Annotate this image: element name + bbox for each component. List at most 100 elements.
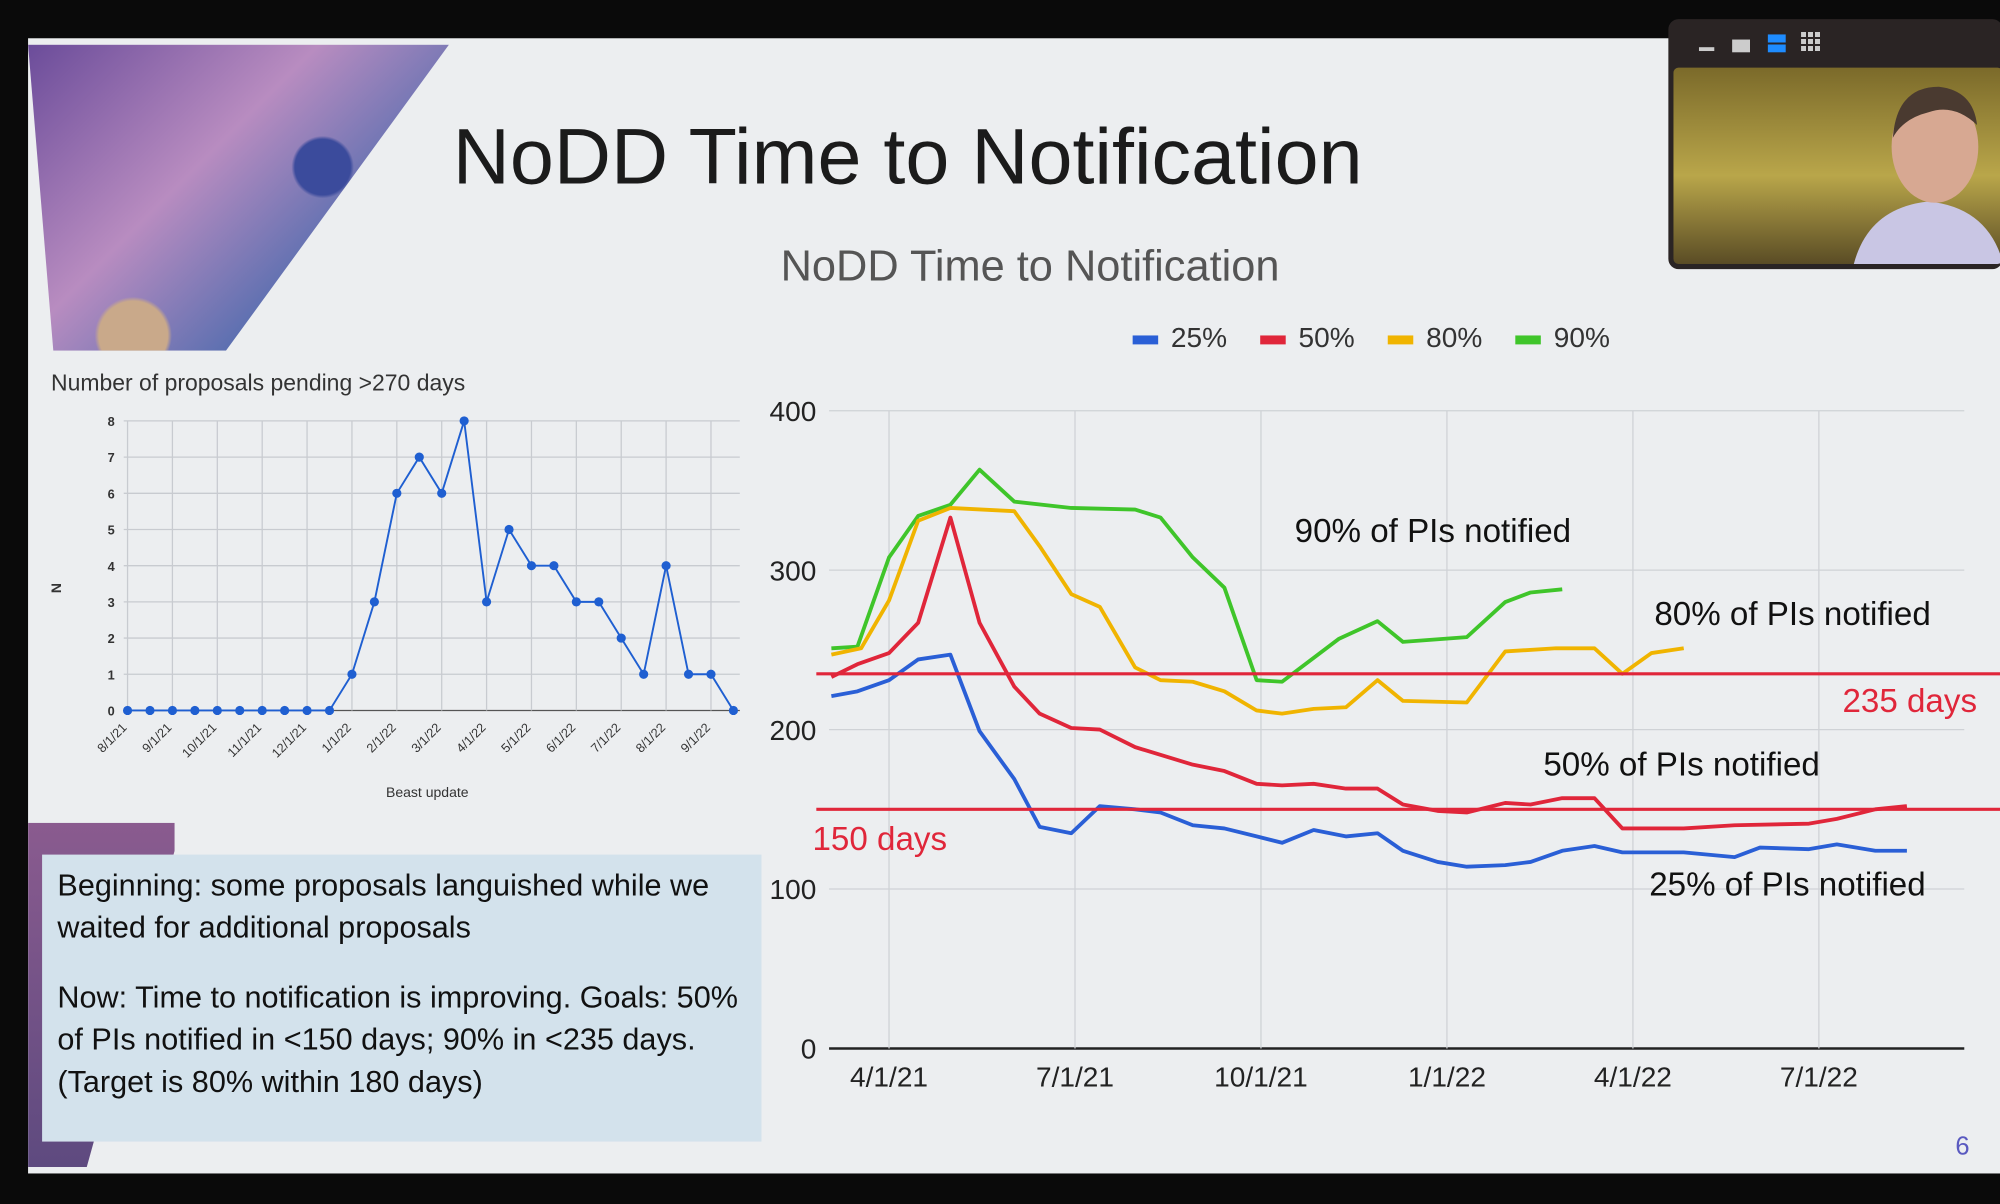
data-point xyxy=(459,416,469,426)
data-point xyxy=(481,597,492,607)
data-point xyxy=(369,597,379,607)
y-tick-label: 0 xyxy=(801,1034,817,1065)
notes-beginning: Beginning: some proposals languished whi… xyxy=(57,868,710,946)
x-tick-label: 4/1/22 xyxy=(453,720,489,756)
legend-label: 90% xyxy=(1553,321,1610,354)
y-axis-label: N xyxy=(48,583,64,593)
legend-item: 90% xyxy=(1515,321,1610,354)
series-annotation: 80% of PIs notified xyxy=(1654,596,1930,633)
data-point xyxy=(594,597,604,607)
y-tick-label: 3 xyxy=(108,595,115,610)
data-point xyxy=(167,705,178,716)
data-point xyxy=(437,488,447,498)
data-point xyxy=(661,561,671,571)
data-point xyxy=(347,669,357,679)
reference-label: 235 days xyxy=(1842,683,1977,720)
x-tick-label: 7/1/21 xyxy=(1036,1062,1114,1093)
data-point xyxy=(549,561,559,571)
data-point xyxy=(280,705,290,716)
y-tick-label: 6 xyxy=(108,486,115,501)
chart-legend: 25% 50% 80% 90% xyxy=(1132,321,1610,354)
x-tick-label: 1/1/22 xyxy=(1408,1062,1486,1093)
x-tick-label: 11/1/21 xyxy=(224,720,264,760)
time-to-notification-chart: 0 100 200 300 400 4/1/21 7/1/21 10/1/21 1/1/22 4/… xyxy=(770,396,2000,1093)
x-tick-label: 8/1/22 xyxy=(633,720,669,756)
minimize-icon[interactable] xyxy=(1698,47,1715,52)
x-tick-label: 9/1/21 xyxy=(139,720,175,756)
right-chart-title: NoDD Time to Notification xyxy=(780,242,1280,291)
data-point xyxy=(235,705,245,716)
series-annotation: 25% of PIs notified xyxy=(1649,866,1925,903)
notes-now: Now: Time to notification is improving. … xyxy=(57,980,738,1100)
y-tick-label: 300 xyxy=(770,555,817,586)
x-tick-label: 7/1/22 xyxy=(588,720,624,756)
x-tick-label: 8/1/21 xyxy=(94,720,130,756)
data-point xyxy=(571,597,581,607)
single-view-icon[interactable] xyxy=(1732,39,1750,53)
x-tick-label: 6/1/22 xyxy=(543,720,579,756)
y-tick-label: 7 xyxy=(108,450,115,465)
data-point xyxy=(639,669,649,679)
x-tick-label: 12/1/21 xyxy=(268,720,309,761)
y-tick-label: 100 xyxy=(770,874,817,905)
legend-item: 50% xyxy=(1260,321,1355,354)
page-number: 6 xyxy=(1955,1132,1970,1161)
legend-label: 50% xyxy=(1298,321,1355,354)
data-point xyxy=(706,669,716,679)
y-tick-label: 8 xyxy=(108,414,115,429)
proposals-pending-chart: 0 1 2 3 4 5 6 7 8 8/1/21 9/1/21 10/1/21 11/1/21 12/1/… xyxy=(48,414,740,800)
legend-swatch xyxy=(1260,335,1286,344)
y-tick-label: 5 xyxy=(108,523,115,538)
presenter-video xyxy=(1673,67,2000,265)
data-point xyxy=(526,561,537,571)
webcam-window[interactable] xyxy=(1668,19,2000,270)
data-point xyxy=(212,705,222,716)
x-tick-label: 4/1/22 xyxy=(1594,1062,1672,1093)
y-tick-label: 0 xyxy=(108,704,115,719)
data-point xyxy=(728,705,739,716)
x-tick-label: 10/1/21 xyxy=(179,720,220,761)
data-point xyxy=(392,488,402,498)
y-tick-label: 400 xyxy=(770,396,817,427)
data-point xyxy=(616,633,626,643)
x-tick-label: 7/1/22 xyxy=(1780,1062,1858,1093)
data-point xyxy=(302,705,312,716)
y-tick-label: 4 xyxy=(108,559,116,574)
data-point xyxy=(122,705,133,716)
x-tick-label: 5/1/22 xyxy=(498,720,534,756)
legend-label: 25% xyxy=(1170,321,1228,354)
legend-swatch xyxy=(1387,335,1414,344)
x-tick-label: 1/1/22 xyxy=(318,720,354,756)
data-line xyxy=(127,420,735,712)
presenter-figure xyxy=(1853,86,2000,265)
legend-swatch xyxy=(1132,335,1159,344)
x-axis-label: Beast update xyxy=(386,784,469,800)
legend-item: 80% xyxy=(1387,321,1483,354)
data-point xyxy=(257,705,267,716)
y-tick-label: 2 xyxy=(108,631,115,646)
data-point xyxy=(190,705,200,716)
data-point xyxy=(683,669,694,679)
split-view-icon[interactable] xyxy=(1767,34,1786,53)
y-tick-label: 1 xyxy=(108,667,115,682)
grid-view-icon[interactable] xyxy=(1801,31,1821,52)
x-tick-label: 2/1/22 xyxy=(363,720,399,756)
reference-label: 150 days xyxy=(812,821,947,858)
x-tick-label: 3/1/22 xyxy=(408,720,444,756)
series-line-50pct xyxy=(830,515,1908,831)
data-point xyxy=(504,524,514,535)
x-tick-label: 4/1/21 xyxy=(850,1062,928,1093)
data-point xyxy=(324,705,335,716)
y-tick-label: 200 xyxy=(770,715,817,746)
series-annotation: 50% of PIs notified xyxy=(1543,747,1819,784)
series-line-90pct xyxy=(831,467,1563,684)
legend-swatch xyxy=(1515,335,1541,344)
data-point xyxy=(145,705,155,716)
series-line-80pct xyxy=(830,506,1685,716)
x-tick-label: 10/1/21 xyxy=(1214,1062,1308,1093)
slide-title: NoDD Time to Notification xyxy=(452,113,1363,202)
notes-textbox: Beginning: some proposals languished whi… xyxy=(42,854,762,1142)
series-line-25pct xyxy=(831,652,1907,869)
x-tick-label: 9/1/22 xyxy=(677,720,713,756)
legend-label: 80% xyxy=(1426,321,1483,354)
